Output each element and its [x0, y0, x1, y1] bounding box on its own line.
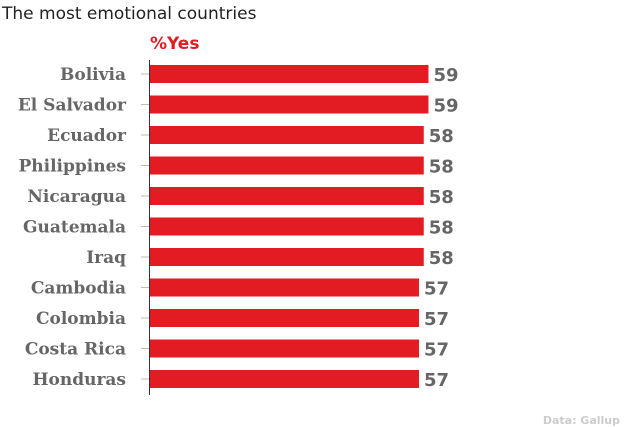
value-label: 57: [424, 309, 449, 330]
bar-cambodia: [150, 278, 420, 297]
category-label: Philippines: [19, 157, 127, 177]
value-label: 58: [429, 218, 454, 239]
category-label: Honduras: [32, 370, 126, 390]
category-label: Cambodia: [31, 279, 126, 299]
series-label: %Yes: [150, 34, 199, 54]
bar-colombia: [150, 309, 420, 327]
bar-guatemala: [150, 217, 424, 236]
value-label: 58: [429, 248, 454, 269]
value-label: 57: [424, 279, 449, 300]
bar-nicaragua: [150, 187, 424, 205]
value-label: 59: [433, 65, 458, 86]
category-label: Nicaragua: [27, 187, 126, 207]
chart-title: The most emotional countries: [2, 4, 257, 24]
bar-iraq: [150, 248, 424, 266]
value-label: 59: [433, 96, 458, 117]
value-label: 57: [424, 370, 449, 391]
bar-bolivia: [150, 65, 429, 83]
source-note: Data: Gallup: [543, 414, 620, 427]
bar-ecuador: [150, 126, 424, 144]
category-label: Ecuador: [47, 126, 127, 146]
category-label: Colombia: [36, 309, 126, 329]
category-label: Costa Rica: [25, 340, 126, 360]
value-label: 57: [424, 340, 449, 361]
category-label: El Salvador: [18, 96, 127, 116]
category-label: Bolivia: [60, 65, 126, 85]
category-label: Iraq: [86, 248, 126, 268]
category-label: Guatemala: [23, 218, 126, 238]
value-label: 58: [429, 157, 454, 178]
bar-honduras: [150, 370, 420, 388]
bar-costa-rica: [150, 339, 420, 358]
bar-el-salvador: [150, 95, 429, 114]
bar-philippines: [150, 156, 424, 175]
value-label: 58: [429, 187, 454, 208]
value-label: 58: [429, 126, 454, 147]
